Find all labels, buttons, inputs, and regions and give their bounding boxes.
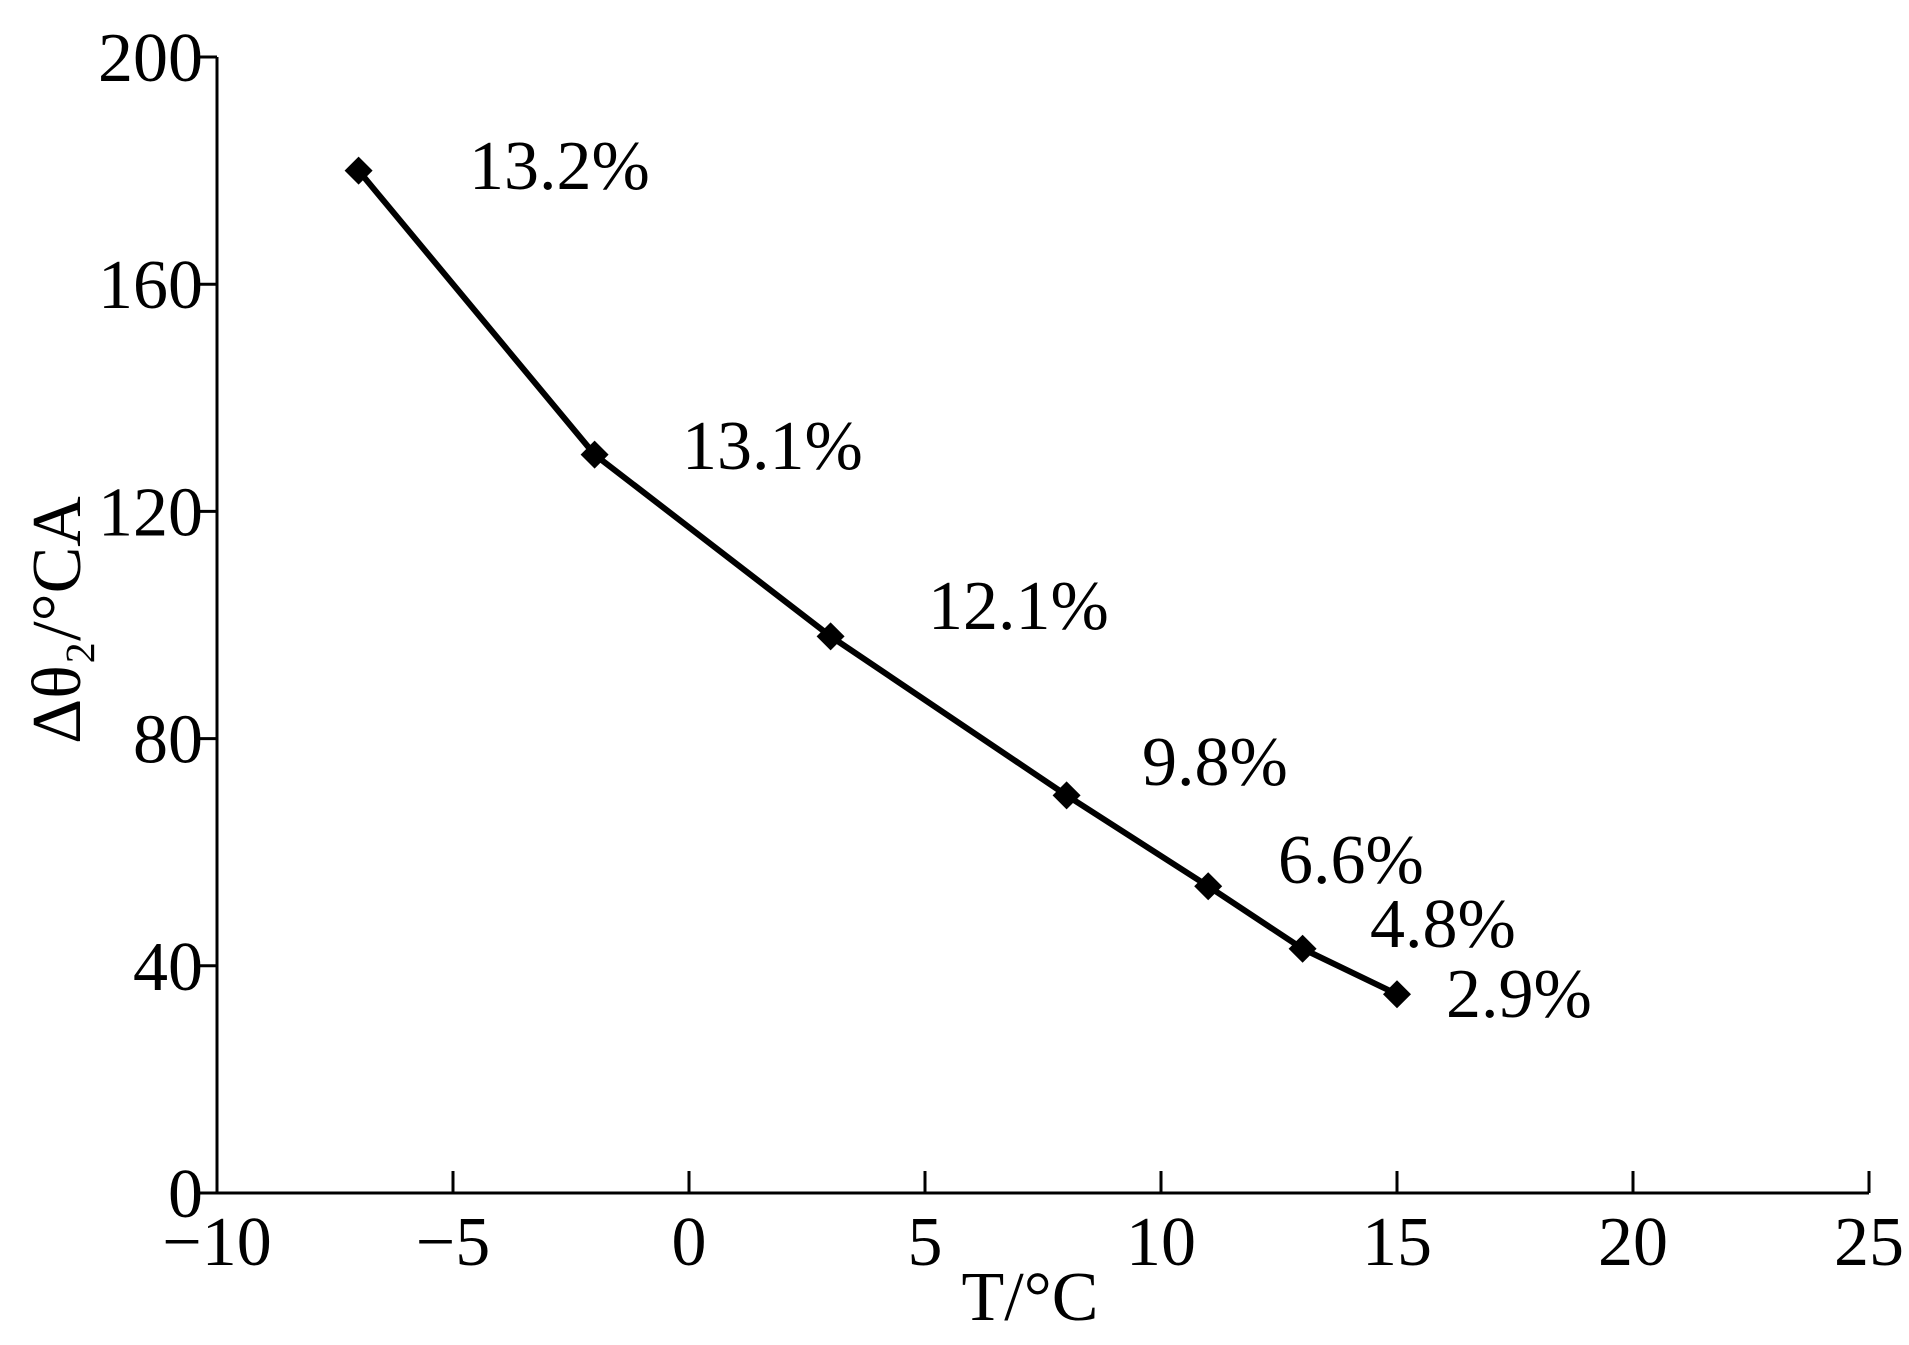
- x-tick-label: 25: [1834, 1204, 1904, 1281]
- marker: [344, 156, 373, 185]
- annotation: 13.2%: [469, 128, 650, 205]
- annotation: 9.8%: [1142, 724, 1288, 801]
- marker: [1288, 934, 1317, 963]
- x-tick-label: 0: [672, 1204, 707, 1281]
- annotation: 6.6%: [1278, 822, 1424, 899]
- x-axis-label: T/°C: [962, 1259, 1099, 1336]
- y-tick-label: 40: [133, 929, 203, 1006]
- annotation: 2.9%: [1446, 956, 1592, 1033]
- marker: [1383, 980, 1411, 1009]
- marker: [580, 440, 609, 469]
- annotation: 13.1%: [682, 408, 863, 485]
- marker: [1052, 781, 1081, 810]
- annotation: 12.1%: [928, 568, 1109, 645]
- marker: [816, 622, 845, 651]
- x-tick-label: −10: [162, 1204, 271, 1281]
- y-tick-label: 80: [133, 702, 203, 779]
- y-tick-label: 160: [98, 247, 203, 324]
- x-tick-label: −5: [416, 1204, 490, 1281]
- x-tick-label: 20: [1598, 1204, 1668, 1281]
- line: [356, 168, 1399, 997]
- x-tick-label: 15: [1362, 1204, 1432, 1281]
- marker: [1194, 872, 1223, 901]
- y-tick-label: 120: [98, 474, 203, 551]
- y-axis-label: Δθ₂/°CA: [19, 496, 96, 744]
- y-tick-label: 200: [98, 20, 203, 97]
- x-tick-label: 10: [1126, 1204, 1196, 1281]
- y-tick-label: 0: [168, 1156, 203, 1233]
- annotation: 4.8%: [1370, 886, 1516, 963]
- x-tick-label: 5: [908, 1204, 943, 1281]
